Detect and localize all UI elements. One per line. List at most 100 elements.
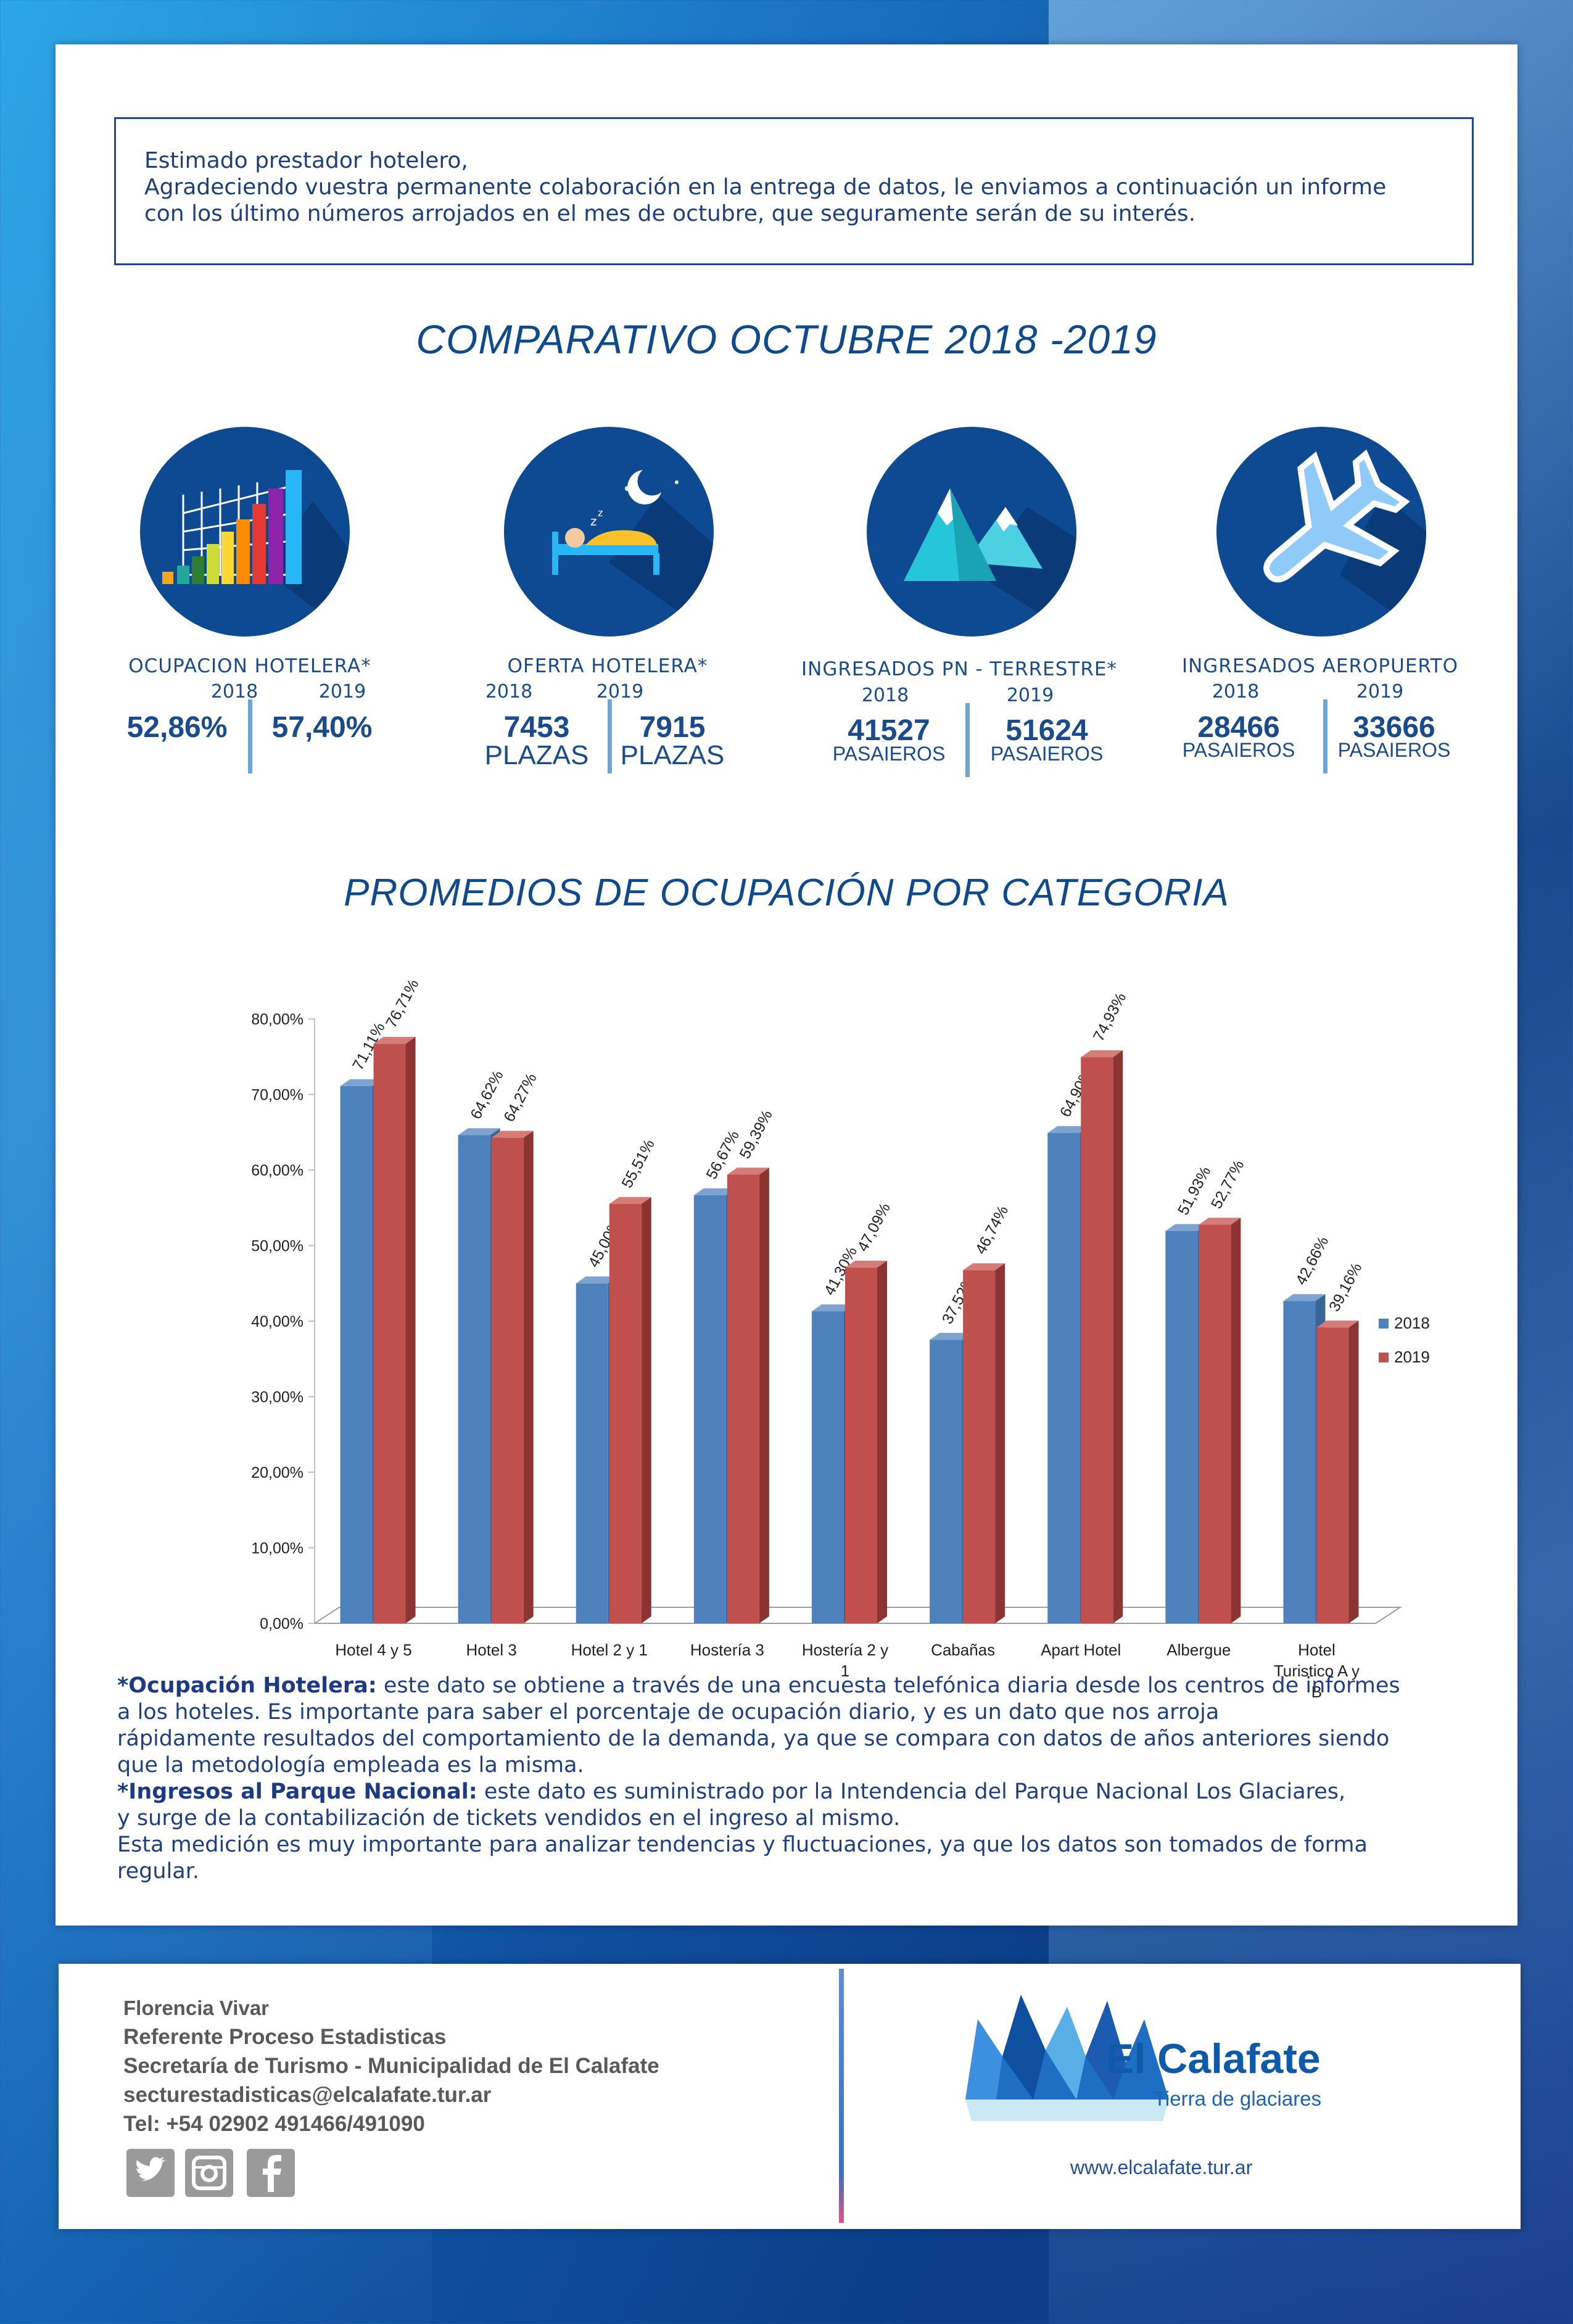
legend-label: 2019 xyxy=(1394,1348,1430,1366)
y-tick-label: 60,00% xyxy=(251,1162,303,1179)
section-title-comparison: COMPARATIVO OCTUBRE 2018 -2019 xyxy=(416,316,1157,362)
data-label: 46,74% xyxy=(972,1203,1012,1257)
svg-text:z: z xyxy=(590,514,597,529)
bar-top xyxy=(340,1079,382,1086)
note-text: rápidamente resultados del comportamient… xyxy=(117,1726,1390,1751)
bar-top xyxy=(1165,1224,1208,1231)
bar-2019 xyxy=(1316,1327,1349,1623)
y-tick-label: 20,00% xyxy=(251,1464,303,1481)
bar-2019 xyxy=(1199,1224,1231,1623)
stat-aeropuerto: INGRESADOS AEROPUERTO 2018 2019 28466 33… xyxy=(1160,427,1480,859)
bar-2019 xyxy=(609,1204,642,1623)
data-label: 59,39% xyxy=(736,1107,776,1161)
bar-top xyxy=(1047,1126,1090,1133)
bar-side xyxy=(1113,1050,1123,1623)
note-text: este dato es suministrado por la Intende… xyxy=(477,1779,1346,1804)
note-text: a los hoteles. Es importante para saber … xyxy=(117,1700,1220,1724)
bar-top xyxy=(727,1168,769,1175)
instagram-icon[interactable] xyxy=(185,2149,233,2197)
x-tick-label: B xyxy=(1311,1683,1322,1701)
data-label: 51,93% xyxy=(1175,1164,1215,1218)
website-link[interactable]: www.elcalafate.tur.ar xyxy=(1070,2156,1253,2178)
x-tick-label: Cabañas xyxy=(931,1641,995,1659)
bar-2018 xyxy=(812,1311,844,1623)
bar-2019 xyxy=(491,1137,524,1623)
bar-top xyxy=(930,1333,972,1340)
stat-title: INGRESADOS PN - TERRESTRE* xyxy=(801,658,1117,680)
y-tick-label: 70,00% xyxy=(251,1087,303,1104)
x-tick-label: Hotel 4 y 5 xyxy=(335,1641,411,1659)
note-text: Esta medición es muy importante para ana… xyxy=(117,1832,1368,1857)
stat-title: INGRESADOS AEROPUERTO xyxy=(1181,655,1459,677)
bed-moon-icon: z z xyxy=(504,427,714,637)
y-tick-label: 80,00% xyxy=(251,1011,303,1028)
notes: *Ocupación Hotelera: este dato se obtien… xyxy=(117,1673,1493,1885)
y-tick-label: 50,00% xyxy=(251,1238,303,1255)
x-tick-label: Hostería 3 xyxy=(690,1641,764,1659)
bar-top xyxy=(812,1304,854,1312)
x-tick-label: Hotel 3 xyxy=(466,1641,516,1659)
x-tick-label: Apart Hotel xyxy=(1041,1641,1121,1659)
bar-2018 xyxy=(1047,1132,1080,1623)
stat-title: OFERTA HOTELERA* xyxy=(507,655,708,677)
bar-2018 xyxy=(1283,1301,1316,1623)
bar-chart-icon xyxy=(140,427,350,637)
data-label: 42,66% xyxy=(1292,1234,1332,1288)
data-label: 64,27% xyxy=(500,1070,540,1124)
airplane-icon xyxy=(1216,427,1426,637)
bar-side xyxy=(995,1263,1005,1623)
data-label: 76,71% xyxy=(382,976,423,1031)
bar-2019 xyxy=(727,1174,759,1623)
data-label: 64,62% xyxy=(467,1068,507,1122)
logo-title: El Calafate xyxy=(1106,2035,1321,2082)
bar-2018 xyxy=(340,1086,373,1623)
bar-top xyxy=(693,1188,736,1195)
stat-unit-2018: PASAIEROS xyxy=(1182,739,1295,761)
stat-year-2018: 2018 xyxy=(210,681,258,703)
bar-2019 xyxy=(845,1267,877,1623)
intro-text: Agradeciendo vuestra permanente colabora… xyxy=(144,175,1387,200)
svg-text:z: z xyxy=(598,507,603,519)
legend-label: 2018 xyxy=(1394,1314,1430,1332)
intro-box: Estimado prestador hotelero, Agradeciend… xyxy=(114,117,1474,265)
stat-value-2018: 28466 xyxy=(1197,711,1280,744)
bar-top xyxy=(963,1263,1005,1271)
stat-year-2019: 2019 xyxy=(318,681,366,703)
facebook-icon[interactable] xyxy=(247,2149,295,2197)
contact-email[interactable]: secturestadisticas@elcalafate.tur.ar xyxy=(123,2083,492,2107)
twitter-icon[interactable] xyxy=(126,2149,175,2197)
bar-top xyxy=(1199,1218,1241,1225)
note-text: y surge de la contabilización de tickets… xyxy=(117,1806,901,1831)
bar-side xyxy=(759,1168,769,1623)
contact-info: Florencia Vivar Referente Proceso Estadi… xyxy=(123,1993,659,2138)
x-tick-label: 1 xyxy=(841,1662,849,1680)
bar-side xyxy=(523,1131,534,1623)
x-tick-label: Turistico A y xyxy=(1274,1662,1360,1680)
stat-value-2019: 51624 xyxy=(1005,714,1088,747)
data-label: 39,16% xyxy=(1326,1260,1366,1314)
y-tick-label: 0,00% xyxy=(260,1615,303,1633)
bar-top xyxy=(373,1037,416,1044)
stat-year-2018: 2018 xyxy=(485,681,533,703)
stat-title: OCUPACION HOTELERA* xyxy=(128,655,371,677)
bar-top xyxy=(609,1197,651,1205)
bar-2019 xyxy=(1081,1057,1113,1623)
bar-2019 xyxy=(963,1270,996,1623)
el-calafate-logo-icon xyxy=(965,1995,1169,2121)
data-label: 55,51% xyxy=(618,1137,658,1191)
data-label: 52,77% xyxy=(1208,1157,1248,1211)
bar-top xyxy=(576,1276,618,1284)
bar-top xyxy=(1283,1294,1326,1301)
bar-2018 xyxy=(693,1195,726,1623)
x-tick-label: Albergue xyxy=(1166,1641,1231,1659)
stat-value-2019: 33666 xyxy=(1353,711,1435,744)
stat-unit-2019: PLAZAS xyxy=(620,740,725,770)
stat-value-2019: 57,40% xyxy=(271,711,373,744)
stat-divider xyxy=(608,699,612,773)
chart-floor xyxy=(312,1607,1403,1624)
intro-text: con los último números arrojados en el m… xyxy=(144,201,1196,226)
stat-year-2019: 2019 xyxy=(1356,681,1404,703)
stat-year-2019: 2019 xyxy=(1006,685,1054,706)
stat-oferta: z z OFERTA HOTELERA* 2018 2019 7453 7915… xyxy=(447,427,768,859)
stat-year-2018: 2018 xyxy=(1212,681,1260,703)
